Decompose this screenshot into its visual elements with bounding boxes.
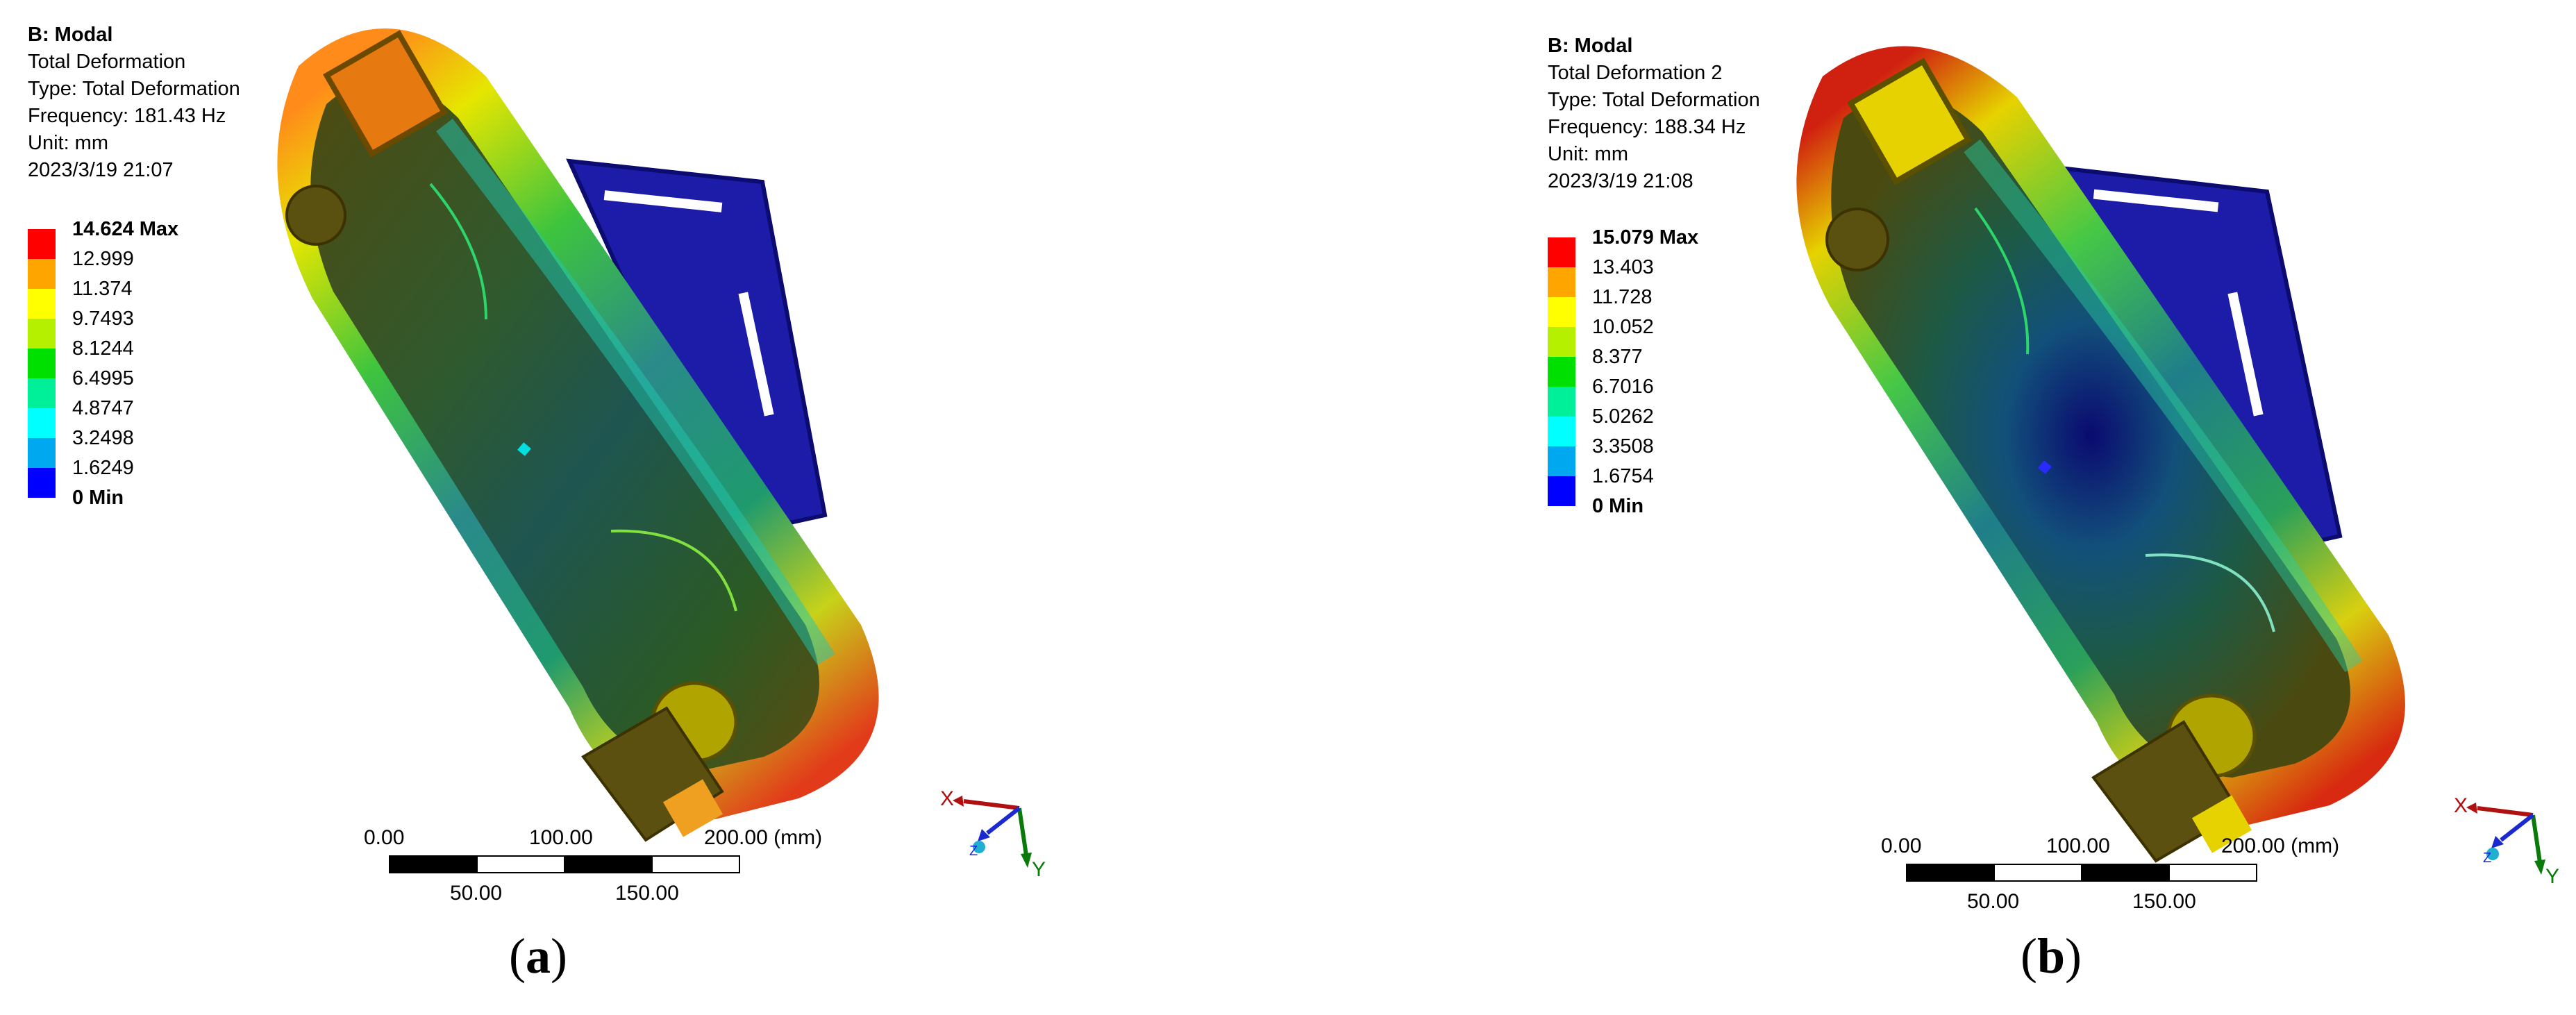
scale-segment <box>2081 864 2170 882</box>
scale-segment <box>2168 864 2257 882</box>
scale-label: 50.00 <box>450 882 503 905</box>
legend-swatch <box>1548 357 1575 387</box>
scale-label: 150.00 <box>615 882 679 905</box>
legend-label: 5.0262 <box>1592 405 1654 428</box>
legend-label: 4.8747 <box>72 397 134 419</box>
result-frequency: Frequency: 188.34 Hz <box>1548 116 1746 138</box>
scale-segment <box>476 855 565 873</box>
legend-swatch <box>28 408 56 438</box>
legend-label: 1.6249 <box>72 457 134 479</box>
caption-letter: b <box>2036 928 2066 984</box>
legend-swatch <box>1548 387 1575 417</box>
result-unit: Unit: mm <box>1548 143 1628 165</box>
result-frequency: Frequency: 181.43 Hz <box>28 105 226 127</box>
scale-segment <box>389 855 478 873</box>
legend-swatch <box>28 378 56 408</box>
result-info: B: Modal Total Deformation 2 Type: Total… <box>1548 33 1760 195</box>
legend-swatch <box>28 289 56 319</box>
scale-segment <box>1993 864 2082 882</box>
caption-open: ( <box>2021 928 2037 984</box>
legend-swatch <box>1548 446 1575 476</box>
scale-label: 0.00 <box>1881 834 1922 857</box>
scale-label: 200.00 (mm) <box>704 826 823 849</box>
figure-caption: (a) <box>509 928 567 985</box>
scale-label: 50.00 <box>1967 890 2020 913</box>
result-type: Type: Total Deformation <box>28 78 240 100</box>
result-name: Total Deformation <box>28 51 186 73</box>
legend-max-label: 15.079 Max <box>1592 226 1699 249</box>
legend-min-label: 0 Min <box>72 487 124 509</box>
analysis-title: B: Modal <box>28 24 113 46</box>
result-unit: Unit: mm <box>28 132 108 154</box>
scale-bar: 0.00 100.00 200.00 (mm) 50.00 150.00 <box>1881 834 2392 918</box>
deformation-render-a <box>277 28 879 842</box>
legend-swatch <box>28 438 56 468</box>
color-legend: 15.079 Max 13.403 11.728 10.052 8.377 6.… <box>1548 226 1728 521</box>
legend-swatch <box>28 229 56 259</box>
legend-label: 12.999 <box>72 248 134 270</box>
axis-triad-icon: X Y Z <box>940 787 1046 881</box>
figure-caption: (b) <box>2021 928 2082 985</box>
result-name: Total Deformation 2 <box>1548 62 1723 84</box>
result-type: Type: Total Deformation <box>1548 89 1760 111</box>
analysis-title: B: Modal <box>1548 35 1633 57</box>
scale-label: 200.00 (mm) <box>2221 834 2340 857</box>
legend-max-label: 14.624 Max <box>72 218 179 240</box>
legend-label: 6.7016 <box>1592 376 1654 398</box>
triad-y-label: Y <box>1032 858 1046 881</box>
result-info: B: Modal Total Deformation Type: Total D… <box>28 22 240 184</box>
legend-swatch <box>28 259 56 289</box>
legend-min-label: 0 Min <box>1592 495 1644 517</box>
caption-close: ) <box>550 928 567 984</box>
result-timestamp: 2023/3/19 21:07 <box>28 159 174 181</box>
caption-close: ) <box>2065 928 2082 984</box>
legend-swatch <box>1548 267 1575 297</box>
scale-segment <box>564 855 653 873</box>
legend-swatch <box>1548 297 1575 327</box>
legend-swatch <box>28 349 56 378</box>
legend-swatch <box>1548 417 1575 446</box>
triad-x-label: X <box>940 787 954 810</box>
legend-swatch <box>1548 327 1575 357</box>
scale-label: 100.00 <box>2046 834 2110 857</box>
legend-label: 6.4995 <box>72 367 134 389</box>
axis-triad-icon: X Y Z <box>2454 794 2559 888</box>
modal-result-panel-a: B: Modal Total Deformation Type: Total D… <box>28 22 1046 985</box>
legend-label: 8.1244 <box>72 337 134 360</box>
scale-label: 100.00 <box>529 826 593 849</box>
triad-z-label: Z <box>2483 850 2491 866</box>
scale-label: 150.00 <box>2132 890 2196 913</box>
triad-x-label: X <box>2454 794 2468 817</box>
triad-y-label: Y <box>2545 865 2559 888</box>
legend-label: 8.377 <box>1592 346 1643 368</box>
legend-swatch <box>1548 476 1575 506</box>
scale-label: 0.00 <box>364 826 405 849</box>
result-timestamp: 2023/3/19 21:08 <box>1548 170 1693 192</box>
legend-swatch <box>28 319 56 349</box>
legend-swatch <box>1548 237 1575 267</box>
deformation-render-b <box>1796 46 2405 863</box>
legend-label: 1.6754 <box>1592 465 1654 487</box>
legend-label: 3.3508 <box>1592 435 1654 458</box>
legend-label: 11.374 <box>72 278 133 300</box>
legend-label: 13.403 <box>1592 256 1654 278</box>
legend-label: 3.2498 <box>72 427 134 449</box>
color-legend: 14.624 Max 12.999 11.374 9.7493 8.1244 6… <box>28 218 208 512</box>
scale-segment <box>651 855 740 873</box>
caption-letter: a <box>525 928 551 984</box>
caption-open: ( <box>509 928 526 984</box>
modal-result-panel-b: B: Modal Total Deformation 2 Type: Total… <box>1288 0 2576 1015</box>
scale-segment <box>1906 864 1995 882</box>
legend-swatch <box>28 468 56 498</box>
triad-z-label: Z <box>969 844 978 859</box>
scale-bar: 0.00 100.00 200.00 (mm) 50.00 150.00 <box>364 826 875 909</box>
legend-label: 10.052 <box>1592 316 1654 338</box>
legend-label: 11.728 <box>1592 286 1653 308</box>
legend-label: 9.7493 <box>72 308 134 330</box>
